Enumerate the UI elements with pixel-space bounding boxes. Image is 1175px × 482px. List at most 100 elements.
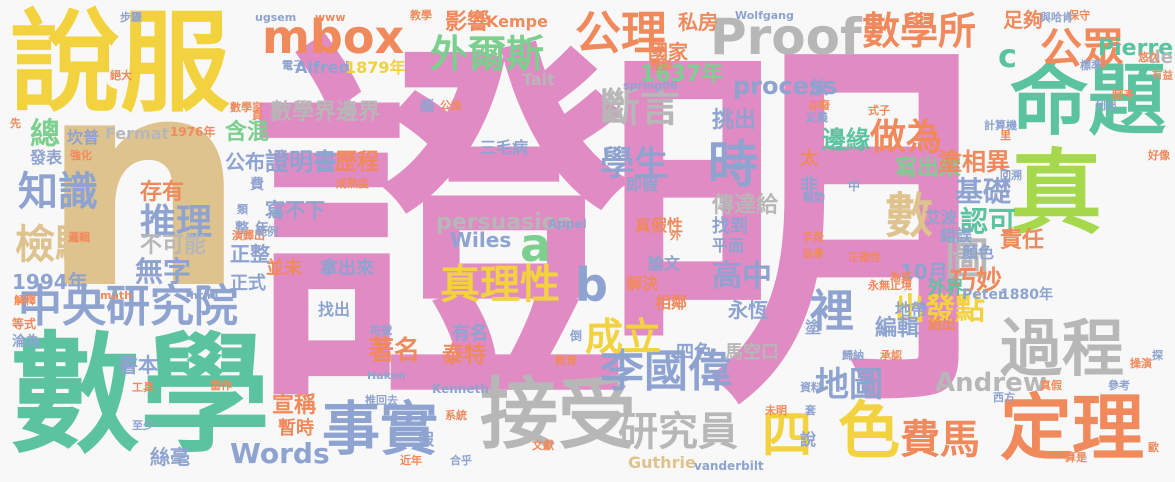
word: 傳達給: [712, 193, 779, 218]
word: 回溯: [1000, 169, 1022, 182]
word: 絕大: [110, 69, 132, 82]
word: c: [998, 37, 1017, 75]
word: 教育: [555, 354, 577, 367]
word: 電子: [282, 59, 304, 72]
word: 定理: [1000, 386, 1145, 470]
word: 學生: [600, 144, 668, 184]
word: 找出: [318, 300, 351, 319]
word: 不可能: [140, 233, 207, 258]
word: 國家: [648, 40, 688, 64]
word: 文獻: [532, 439, 554, 452]
word: 中央研究院: [18, 281, 238, 332]
word: 豐話: [650, 59, 672, 72]
word: b: [575, 258, 608, 312]
word: 出發點: [895, 292, 985, 327]
word: 知識: [18, 169, 98, 215]
word: 類: [237, 203, 248, 216]
word: Kempe: [486, 12, 548, 31]
word: 相鄰: [655, 293, 688, 312]
word: 給出: [928, 317, 956, 333]
word: 真: [1010, 140, 1103, 247]
word: 參考: [1108, 379, 1130, 392]
word: 成熟度: [336, 177, 369, 190]
word: 四色: [676, 342, 712, 363]
word: 有益: [1152, 69, 1173, 82]
word: 高中: [712, 259, 772, 294]
word: 推回去: [365, 394, 398, 407]
word: 未明: [765, 404, 787, 417]
word: 1976年: [170, 125, 216, 139]
word: 命題: [1010, 56, 1167, 146]
word: 巧妙: [950, 266, 1003, 296]
word: 找到: [712, 216, 748, 237]
word: Pierre: [1098, 36, 1174, 61]
word: 認可: [960, 205, 1017, 238]
word: 數學: [10, 319, 271, 471]
word: Haken: [367, 369, 406, 382]
word: 費馬: [900, 417, 980, 463]
word: 系統: [445, 409, 467, 422]
word: 數: [885, 188, 934, 244]
word: 平面: [712, 236, 745, 255]
word: 外爾斯: [430, 32, 545, 76]
word: 歸納: [842, 349, 864, 362]
word: 工具: [132, 381, 154, 394]
word: 書本: [118, 353, 158, 377]
word: Peter: [962, 287, 1005, 303]
word: 承認: [880, 349, 902, 362]
word: 範例: [256, 225, 278, 238]
word: 外界: [928, 278, 964, 299]
word: 存廢: [808, 99, 830, 112]
word: Alfred: [295, 58, 351, 77]
word: 足夠: [1003, 8, 1043, 32]
word: 悠久: [1138, 51, 1160, 64]
word: 費: [250, 177, 264, 193]
word: 歐: [1148, 441, 1159, 454]
word: n: [40, 16, 247, 353]
word: 影響: [445, 10, 490, 35]
word: 正式: [230, 273, 266, 294]
word: 1880年: [1000, 287, 1053, 303]
word: 塗: [805, 318, 822, 337]
word: 地圖: [815, 365, 883, 405]
word: 寫不下: [265, 198, 325, 222]
word: a: [520, 218, 552, 272]
word: Wiles: [450, 228, 512, 252]
word: 為真: [890, 271, 912, 284]
word: 說: [800, 430, 817, 449]
word: de: [1148, 46, 1173, 68]
word: process: [733, 72, 838, 100]
word: 太: [800, 148, 818, 169]
word: html: [190, 289, 219, 302]
word: 發表: [30, 148, 63, 167]
word: 真假: [1040, 379, 1062, 392]
word: 當作: [210, 379, 232, 392]
word: 塗相異: [938, 148, 1010, 176]
word: 做為: [870, 117, 943, 158]
word: 合乎: [450, 454, 472, 467]
word: 腦: [420, 99, 434, 115]
word: 整: [235, 221, 249, 237]
word: 資料: [800, 381, 822, 394]
word: www: [315, 11, 346, 24]
word: 演繹出: [232, 229, 265, 242]
word: Words: [230, 437, 330, 470]
word: 無字: [135, 255, 192, 288]
word: 等式: [12, 317, 37, 331]
word: 強化: [70, 149, 92, 162]
word: 地帶: [895, 300, 928, 319]
word: 公眾: [1040, 24, 1125, 73]
word: 斷言: [600, 85, 680, 131]
word: 三毛病: [480, 138, 529, 157]
word: 賦予: [1112, 89, 1134, 102]
word: Kenneth: [432, 382, 489, 396]
word: 式子: [868, 104, 890, 117]
word: 保守: [1068, 9, 1090, 22]
word: ugsem: [255, 11, 297, 24]
word: Guthrie: [628, 453, 696, 472]
word: 正確性: [848, 251, 881, 264]
word: 假: [418, 430, 435, 449]
word: 邏輯: [68, 231, 90, 244]
word: 證明: [250, 10, 980, 453]
word: 挑出: [712, 108, 757, 133]
